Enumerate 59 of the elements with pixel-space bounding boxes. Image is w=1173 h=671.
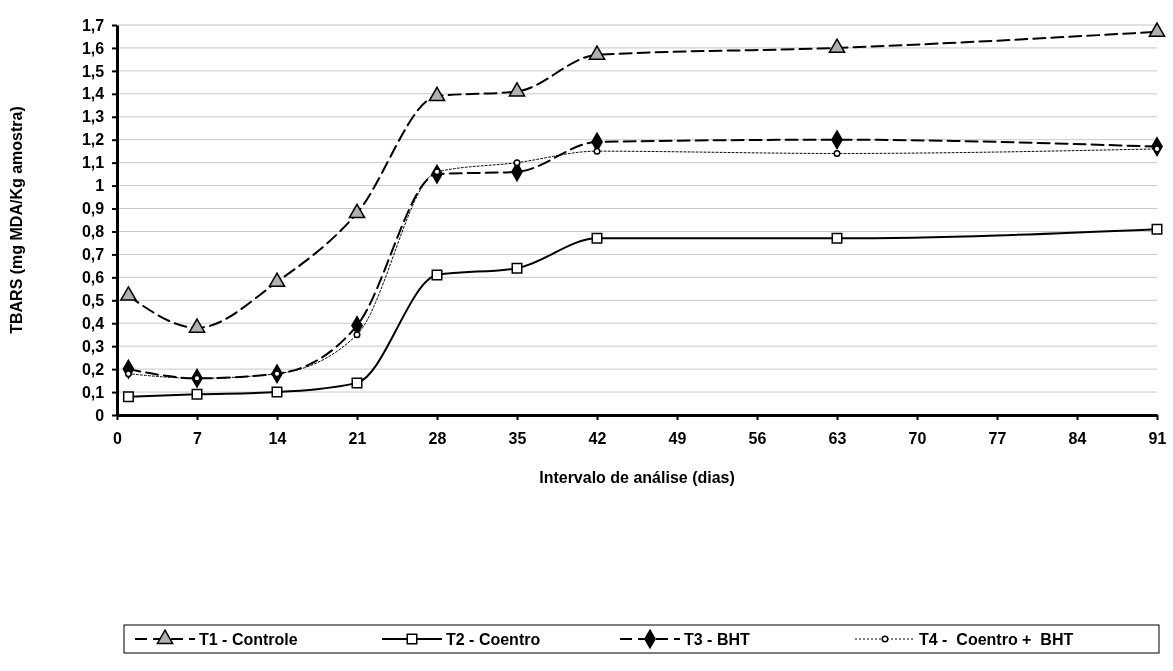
x-tick-label: 42: [588, 429, 607, 447]
y-tick-label: 1,4: [81, 85, 105, 103]
x-tick-label: 21: [348, 429, 367, 447]
y-tick-label: 0,5: [81, 291, 105, 309]
legend-label: T1 - Controle: [199, 631, 298, 648]
point: [508, 82, 526, 97]
y-tick-label: 0: [95, 406, 105, 424]
x-tick-label: 7: [193, 429, 203, 447]
y-tick-label: 0,7: [81, 246, 105, 264]
point: [591, 232, 603, 244]
point: [268, 272, 286, 288]
x-tick-label: 56: [748, 429, 767, 447]
x-tick-label: 77: [988, 429, 1007, 447]
x-tick-label: 49: [668, 429, 687, 447]
y-tick-label: 1,2: [81, 131, 105, 149]
legend-label: T3 - BHT: [684, 631, 750, 648]
point: [122, 391, 134, 403]
y-tick-label: 0,8: [81, 223, 105, 241]
point: [588, 45, 606, 60]
y-tick-label: 0,1: [81, 383, 105, 401]
x-tick-label: 35: [508, 429, 527, 447]
point: [1151, 223, 1163, 235]
point: [828, 38, 846, 54]
point: [1148, 22, 1166, 38]
point: [513, 159, 521, 167]
point: [353, 331, 361, 339]
y-tick-label: 0,6: [81, 268, 105, 286]
x-tick-label: 91: [1148, 429, 1167, 447]
y-tick-label: 1,5: [81, 62, 105, 80]
point: [833, 149, 841, 157]
x-tick-label: 0: [113, 429, 123, 447]
x-tick-label: 14: [268, 429, 287, 447]
y-tick-label: 0,4: [81, 314, 105, 332]
y-tick-label: 0,3: [81, 337, 105, 355]
legend-label: T4 - Coentro + BHT: [919, 631, 1074, 648]
point: [511, 262, 523, 274]
point: [348, 203, 366, 219]
x-axis-title: Intervalo de análise (dias): [539, 469, 735, 486]
point: [831, 232, 843, 244]
point: [124, 370, 132, 378]
y-tick-label: 0,2: [81, 360, 105, 378]
y-tick-label: 1,1: [81, 154, 105, 172]
y-tick-label: 0,9: [81, 200, 105, 218]
y-tick-label: 1,6: [81, 39, 105, 57]
point: [191, 388, 203, 400]
x-tick-label: 70: [908, 429, 927, 447]
x-tick-label: 84: [1068, 429, 1087, 447]
point: [593, 147, 601, 155]
point: [271, 386, 283, 398]
y-tick-label: 1,3: [81, 108, 105, 126]
point: [431, 269, 443, 281]
point: [351, 377, 363, 389]
x-tick-label: 63: [828, 429, 847, 447]
y-axis-title: TBARS (mg MDA/Kg amostra): [8, 106, 25, 334]
y-tick-label: 1,7: [81, 16, 105, 34]
legend-label: T2 - Coentro: [446, 631, 541, 648]
x-tick-label: 28: [428, 429, 447, 447]
y-tick-label: 1: [95, 177, 105, 195]
point: [428, 86, 446, 102]
